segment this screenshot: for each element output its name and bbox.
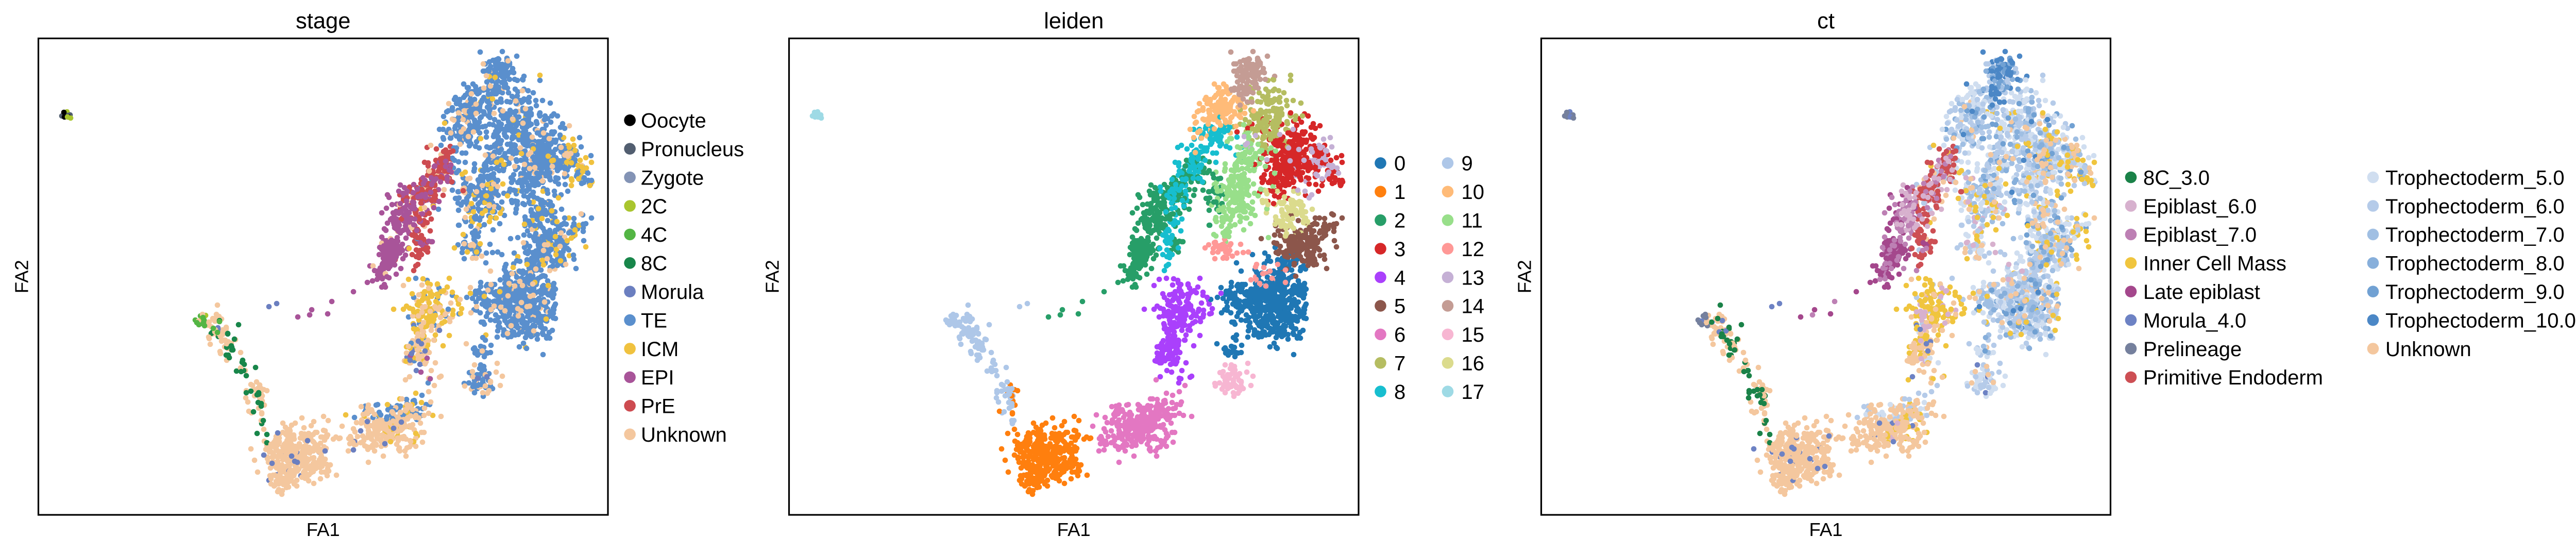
svg-text:Epiblast_6.0: Epiblast_6.0: [2143, 195, 2257, 218]
svg-text:Inner Cell Mass: Inner Cell Mass: [2143, 253, 2286, 275]
svg-text:8C: 8C: [641, 253, 667, 275]
svg-text:2: 2: [1394, 210, 1405, 232]
svg-text:6: 6: [1394, 324, 1405, 346]
svg-text:9: 9: [1462, 153, 1473, 175]
svg-text:Prelineage: Prelineage: [2143, 338, 2242, 361]
svg-text:Oocyte: Oocyte: [641, 110, 706, 132]
svg-text:0: 0: [1394, 153, 1405, 175]
svg-text:4C: 4C: [641, 224, 667, 246]
svg-text:13: 13: [1462, 266, 1485, 289]
svg-text:Primitive Endoderm: Primitive Endoderm: [2143, 366, 2323, 389]
svg-text:ICM: ICM: [641, 338, 679, 361]
svg-text:Epiblast_7.0: Epiblast_7.0: [2143, 224, 2257, 246]
svg-text:11: 11: [1462, 210, 1483, 232]
svg-text:15: 15: [1462, 324, 1485, 346]
svg-text:stage: stage: [296, 9, 350, 33]
svg-text:leiden: leiden: [1044, 9, 1104, 33]
svg-text:Trophectoderm_6.0: Trophectoderm_6.0: [2385, 195, 2565, 218]
svg-text:3: 3: [1394, 238, 1405, 261]
svg-text:Morula_4.0: Morula_4.0: [2143, 309, 2246, 332]
svg-text:Trophectoderm_7.0: Trophectoderm_7.0: [2385, 224, 2565, 246]
svg-text:FA2: FA2: [1514, 260, 1535, 293]
svg-text:14: 14: [1462, 295, 1485, 318]
svg-text:TE: TE: [641, 309, 667, 332]
svg-text:FA1: FA1: [1057, 519, 1091, 540]
svg-text:1: 1: [1394, 181, 1405, 204]
svg-text:FA1: FA1: [1809, 519, 1843, 540]
svg-text:Late epiblast: Late epiblast: [2143, 281, 2260, 304]
svg-text:Trophectoderm_5.0: Trophectoderm_5.0: [2385, 166, 2565, 189]
svg-text:7: 7: [1394, 353, 1405, 375]
svg-text:PrE: PrE: [641, 395, 675, 418]
svg-text:2C: 2C: [641, 195, 667, 218]
svg-text:Trophectoderm_8.0: Trophectoderm_8.0: [2385, 253, 2565, 275]
svg-text:8C_3.0: 8C_3.0: [2143, 166, 2210, 189]
svg-text:8: 8: [1394, 381, 1405, 404]
svg-text:Pronucleus: Pronucleus: [641, 138, 744, 161]
svg-text:Trophectoderm_10.0: Trophectoderm_10.0: [2385, 309, 2576, 332]
svg-text:Unknown: Unknown: [2385, 338, 2471, 361]
svg-text:5: 5: [1394, 295, 1405, 318]
svg-text:Trophectoderm_9.0: Trophectoderm_9.0: [2385, 281, 2565, 304]
svg-text:17: 17: [1462, 381, 1485, 404]
svg-text:Morula: Morula: [641, 281, 704, 304]
svg-text:FA2: FA2: [11, 260, 32, 293]
svg-text:FA1: FA1: [307, 519, 340, 540]
svg-text:Unknown: Unknown: [641, 424, 727, 446]
svg-text:EPI: EPI: [641, 366, 674, 389]
svg-text:10: 10: [1462, 181, 1485, 204]
svg-text:12: 12: [1462, 238, 1485, 261]
svg-text:FA2: FA2: [762, 260, 783, 293]
svg-text:16: 16: [1462, 353, 1485, 375]
svg-text:Zygote: Zygote: [641, 166, 704, 189]
svg-text:ct: ct: [1817, 9, 1835, 33]
svg-text:4: 4: [1394, 266, 1405, 289]
